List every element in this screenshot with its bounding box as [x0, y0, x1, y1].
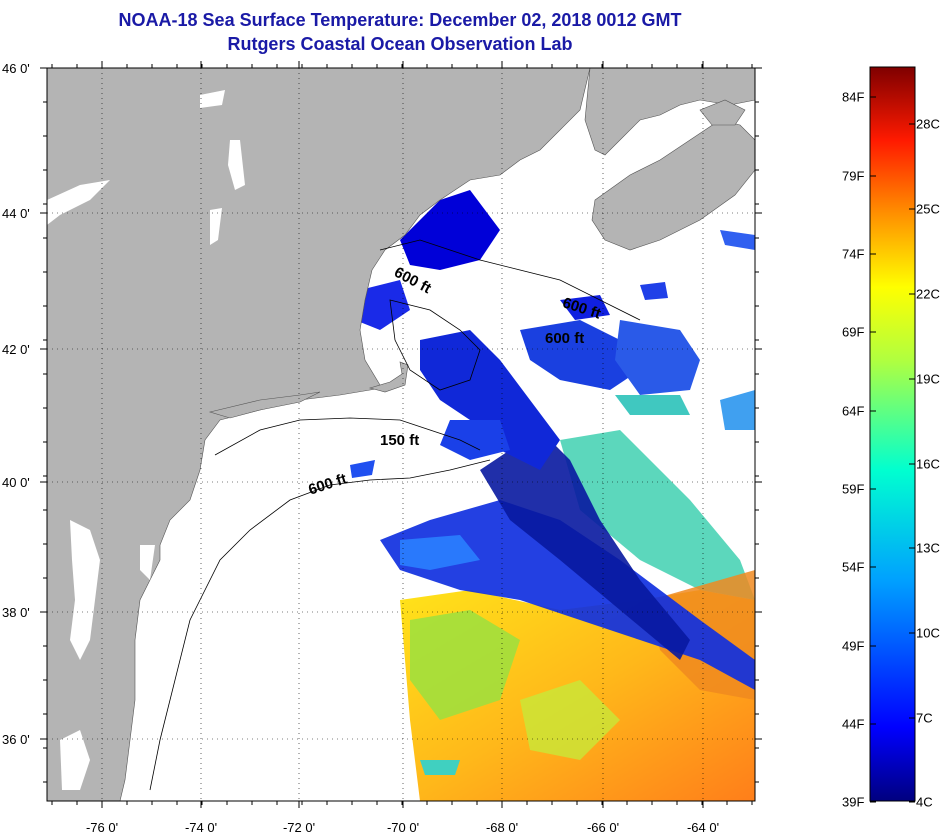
sst-gulf-maine [355, 280, 410, 330]
colorbar-label-f: 49F [842, 638, 865, 654]
colorbar-label-c: 10C [916, 625, 940, 641]
lake-champlain [47, 180, 110, 225]
contour-gulf [389, 299, 481, 391]
sst-green-patch [520, 680, 620, 760]
lon-label-76: -76 0' [85, 820, 119, 835]
lake [228, 140, 245, 190]
colorbar [869, 66, 916, 802]
lon-label-74: -74 0' [184, 820, 218, 835]
sst-patch [420, 760, 460, 775]
colorbar-label-f: 79F [842, 168, 865, 184]
colorbar-label-c: 22C [916, 286, 940, 302]
lake [200, 90, 225, 108]
lon-label-66: -66 0' [586, 820, 620, 835]
lake [210, 208, 222, 245]
cape-cod [368, 361, 409, 393]
colorbar-label-c: 13C [916, 540, 940, 556]
colorbar-label-c: 28C [916, 116, 940, 132]
colorbar-label-f: 44F [842, 716, 865, 732]
colorbar-label-f: 74F [842, 246, 865, 262]
pamlico-sound [60, 730, 90, 790]
lat-label-46: 46 0' [2, 61, 30, 76]
colorbar-label-f: 69F [842, 324, 865, 340]
map-title: NOAA-18 Sea Surface Temperature: Decembe… [118, 10, 682, 30]
sst-gulf-maine [615, 320, 700, 395]
sst-data [350, 190, 755, 801]
depth-contours [149, 239, 641, 791]
delaware-bay [140, 545, 155, 580]
sst-patch [440, 420, 510, 460]
colorbar-label-c: 16C [916, 456, 940, 472]
colorbar-label-f: 64F [842, 403, 865, 419]
map-frame [46, 67, 756, 802]
lon-label-72: -72 0' [282, 820, 316, 835]
sst-patch [350, 460, 375, 478]
lat-label-38: 38 0' [2, 605, 30, 620]
colorbar-label-c: 25C [916, 201, 940, 217]
colorbar-label-f: 54F [842, 559, 865, 575]
cape-breton [699, 99, 746, 126]
colorbar-label-c: 7C [916, 710, 933, 726]
sst-gulf-maine [400, 190, 500, 270]
sst-patch [720, 390, 755, 430]
map-subtitle: Rutgers Coastal Ocean Observation Lab [227, 34, 573, 54]
contour-label: 600 ft [545, 330, 585, 347]
lat-label-42: 42 0' [2, 342, 30, 357]
colorbar-label-f: 39F [842, 794, 865, 810]
sst-cold-tongue [480, 430, 690, 660]
colorbar-label-c: 19C [916, 371, 940, 387]
chesapeake-bay [70, 520, 100, 660]
sst-patch [720, 230, 755, 250]
sst-blue-patch [400, 535, 480, 570]
inland-water [47, 90, 245, 790]
us-mainland [46, 67, 591, 802]
colorbar-label-f: 59F [842, 481, 865, 497]
colorbar-label-c: 4C [916, 794, 933, 810]
sst-patch [615, 395, 690, 415]
sst-gulf-maine [420, 330, 560, 470]
long-island [208, 391, 321, 419]
contour-600ft [379, 239, 641, 321]
contour-150ft [214, 417, 481, 456]
lat-label-44: 44 0' [2, 206, 30, 221]
contour-label: 150 ft [380, 432, 420, 449]
sst-green-patch [410, 610, 520, 720]
sst-gulf-maine [520, 320, 640, 390]
sst-gulf-maine [560, 295, 610, 320]
lon-label-70: -70 0' [386, 820, 420, 835]
lon-label-68: -68 0' [485, 820, 519, 835]
sst-cyan-patch [560, 430, 755, 600]
lat-label-36: 36 0' [2, 732, 30, 747]
colorbar-ticks [870, 96, 915, 803]
lon-label-64: -64 0' [686, 820, 720, 835]
sst-patch [640, 282, 668, 300]
contour-600ft [149, 459, 491, 791]
colorbar-label-f: 84F [842, 89, 865, 105]
lat-label-40: 40 0' [2, 475, 30, 490]
frame-ticks [40, 61, 762, 808]
